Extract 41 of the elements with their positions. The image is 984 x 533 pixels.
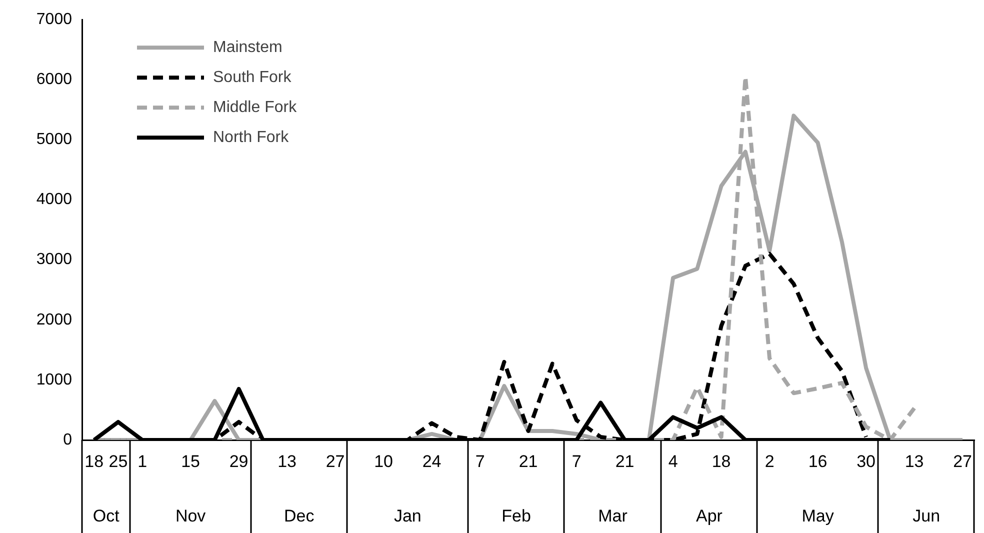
text: May (802, 506, 834, 526)
text: Nov (175, 506, 206, 526)
x-tick-label: 4 (668, 452, 678, 471)
text: Oct (92, 506, 120, 526)
x-tick-label: 30 (856, 452, 876, 471)
y-tick-label: 4000 (36, 191, 72, 208)
x-tick-label: 16 (808, 452, 828, 471)
text: Dec (284, 506, 315, 526)
y-tick-label: 0 (63, 431, 72, 448)
x-tick-label: 1 (138, 452, 148, 471)
y-tick-label: 6000 (36, 71, 72, 88)
x-tick-label: 27 (326, 452, 345, 471)
text: Apr (696, 506, 723, 526)
x-tick-label: 13 (904, 452, 924, 471)
legend-label: North Fork (213, 129, 290, 146)
y-tick-label: 3000 (36, 251, 72, 268)
x-tick-label: 21 (518, 452, 538, 471)
x-tick-label: 2 (764, 452, 774, 471)
text: Jan (394, 506, 422, 526)
x-tick-label: 18 (84, 452, 104, 471)
legend-label: Mainstem (213, 39, 282, 56)
x-tick-label: 13 (278, 452, 297, 471)
text: Mar (598, 506, 628, 526)
x-tick-label: 7 (572, 452, 582, 471)
x-tick-label: 21 (615, 452, 634, 471)
x-tick-label: 27 (953, 452, 972, 471)
y-tick-label: 1000 (36, 371, 72, 388)
y-tick-label: 5000 (36, 131, 72, 148)
x-tick-label: 7 (475, 452, 485, 471)
text: Jun (912, 506, 940, 526)
x-tick-label: 18 (712, 452, 731, 471)
legend-label: South Fork (213, 69, 292, 86)
x-tick-label: 25 (108, 452, 128, 471)
legend-label: Middle Fork (213, 99, 298, 116)
x-tick-label: 24 (422, 452, 442, 471)
x-tick-label: 29 (229, 452, 248, 471)
y-tick-label: 2000 (36, 311, 72, 328)
x-tick-label: 10 (374, 452, 394, 471)
x-tick-label: 15 (181, 452, 200, 471)
text: Feb (502, 506, 531, 526)
y-tick-label: 7000 (36, 11, 72, 28)
